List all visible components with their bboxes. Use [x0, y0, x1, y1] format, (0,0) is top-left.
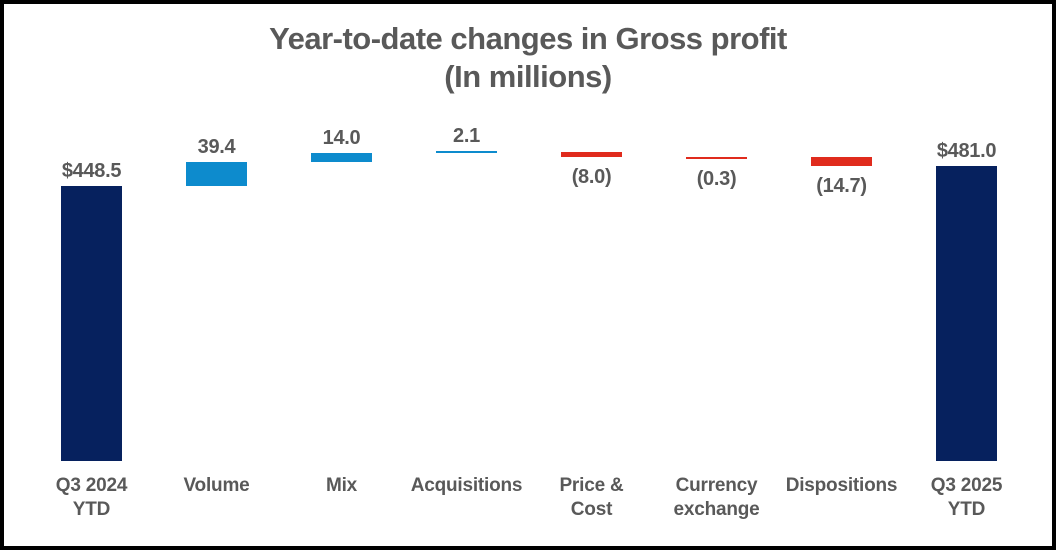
chart-title-block: Year-to-date changes in Gross profit (In… [4, 20, 1052, 96]
value-label-q3-2025-ytd: $481.0 [936, 140, 997, 163]
value-label-volume: 39.4 [197, 135, 236, 158]
category-label-mix: Mix [325, 475, 358, 496]
category-label-volume: Volume [183, 475, 250, 496]
bar-q3-2025-ytd [936, 166, 997, 461]
chart-subtitle: (In millions) [444, 59, 612, 94]
value-label-mix: 14.0 [322, 127, 361, 150]
value-label-q3-2024-ytd: $448.5 [61, 159, 122, 182]
category-label-q3-2024-ytd: Q3 2024 YTD [55, 475, 128, 520]
category-label-currency-exchange: Currency exchange [673, 475, 760, 520]
value-label-dispositions: (14.7) [816, 175, 867, 198]
value-label-price-cost: (8.0) [571, 165, 612, 188]
chart-title: Year-to-date changes in Gross profit [269, 21, 787, 56]
category-label-dispositions: Dispositions [785, 475, 898, 496]
bar-acquisitions [436, 150, 497, 154]
bar-mix [311, 153, 372, 162]
bar-volume [186, 161, 247, 186]
category-label-q3-2025-ytd: Q3 2025 YTD [930, 475, 1003, 520]
bar-q3-2024-ytd [61, 185, 122, 461]
waterfall-plot: $448.5 Q3 2024 YTD 39.4 Volume 14.0 Mix 2.1 Acq… [4, 4, 1052, 546]
bar-dispositions [811, 157, 872, 167]
value-label-acquisitions: 2.1 [453, 124, 480, 147]
category-label-price-cost: Price & Cost [559, 475, 624, 520]
bar-price-cost [561, 151, 622, 157]
category-label-acquisitions: Acquisitions [410, 475, 523, 496]
value-label-currency-exchange: (0.3) [696, 168, 737, 191]
bar-currency-exchange [686, 156, 747, 160]
